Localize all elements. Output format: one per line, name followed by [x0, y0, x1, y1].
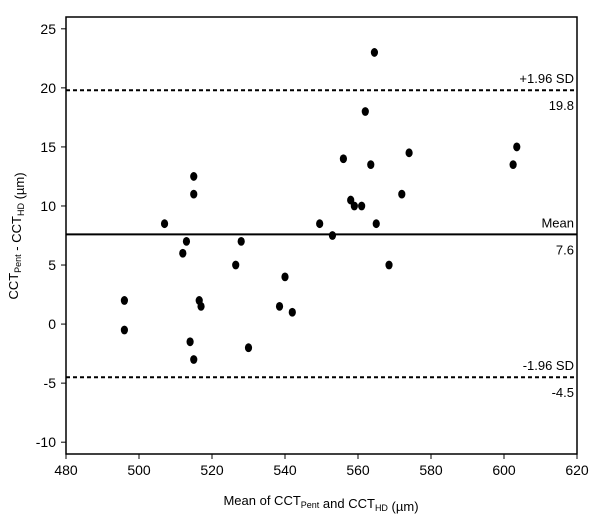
y-axis-ticks: -10 -5 0 5 10 15 20 25	[36, 21, 66, 450]
y-tick-label: -10	[36, 434, 56, 450]
data-point	[186, 337, 194, 347]
data-point	[513, 142, 521, 152]
data-point	[405, 148, 413, 158]
x-tick-label: 520	[200, 462, 224, 478]
upper-loa-value: 19.8	[549, 98, 574, 113]
data-point	[160, 219, 169, 229]
y-tick-label: 5	[48, 257, 56, 273]
mean-label: Mean	[541, 215, 574, 230]
plot-frame	[65, 16, 578, 455]
data-point	[288, 307, 296, 317]
upper-loa-label: +1.96 SD	[519, 71, 574, 86]
data-point	[179, 248, 187, 258]
data-point	[275, 301, 284, 311]
data-point	[370, 48, 379, 57]
data-point	[398, 189, 406, 199]
x-axis-label: Mean of CCTPent and CCTHD (µm)	[223, 493, 418, 514]
data-point	[232, 260, 240, 270]
data-point	[190, 355, 198, 364]
lower-loa-label: -1.96 SD	[523, 358, 574, 373]
data-point	[361, 107, 369, 116]
data-point	[358, 201, 366, 211]
x-tick-label: 500	[127, 462, 151, 478]
y-tick-label: 0	[48, 316, 56, 332]
y-tick-label: 15	[40, 139, 56, 155]
x-axis-ticks: 480 500 520 540 560 580 600 620	[54, 454, 589, 478]
data-point	[237, 237, 245, 246]
data-point	[328, 231, 337, 240]
x-tick-label: 480	[54, 462, 78, 478]
data-point	[509, 160, 517, 170]
data-point	[190, 189, 198, 199]
data-point	[339, 154, 347, 164]
data-point	[244, 343, 253, 353]
data-point	[367, 160, 375, 170]
y-tick-label: 25	[40, 21, 56, 37]
data-point	[120, 296, 128, 305]
data-point	[385, 260, 393, 270]
mean-value: 7.6	[556, 242, 574, 257]
data-point	[316, 219, 324, 229]
data-point	[120, 325, 128, 335]
data-point	[197, 301, 205, 311]
lower-loa-value: -4.5	[552, 385, 574, 400]
x-tick-label: 620	[565, 462, 589, 478]
y-tick-label: 10	[40, 198, 56, 214]
data-point	[281, 272, 289, 282]
x-tick-label: 600	[492, 462, 516, 478]
x-tick-label: 560	[346, 462, 370, 478]
data-point	[182, 237, 191, 246]
y-tick-label: -5	[44, 375, 57, 391]
data-point	[190, 172, 198, 181]
data-point	[372, 219, 380, 229]
data-points	[120, 48, 521, 364]
y-tick-label: 20	[40, 80, 56, 96]
y-axis-label: CCTPent - CCTHD (µm)	[6, 172, 27, 299]
reference-lines: +1.96 SD 19.8 Mean 7.6 -1.96 SD -4.5	[66, 71, 577, 400]
x-tick-label: 580	[419, 462, 443, 478]
x-tick-label: 540	[273, 462, 297, 478]
data-point	[350, 201, 358, 211]
